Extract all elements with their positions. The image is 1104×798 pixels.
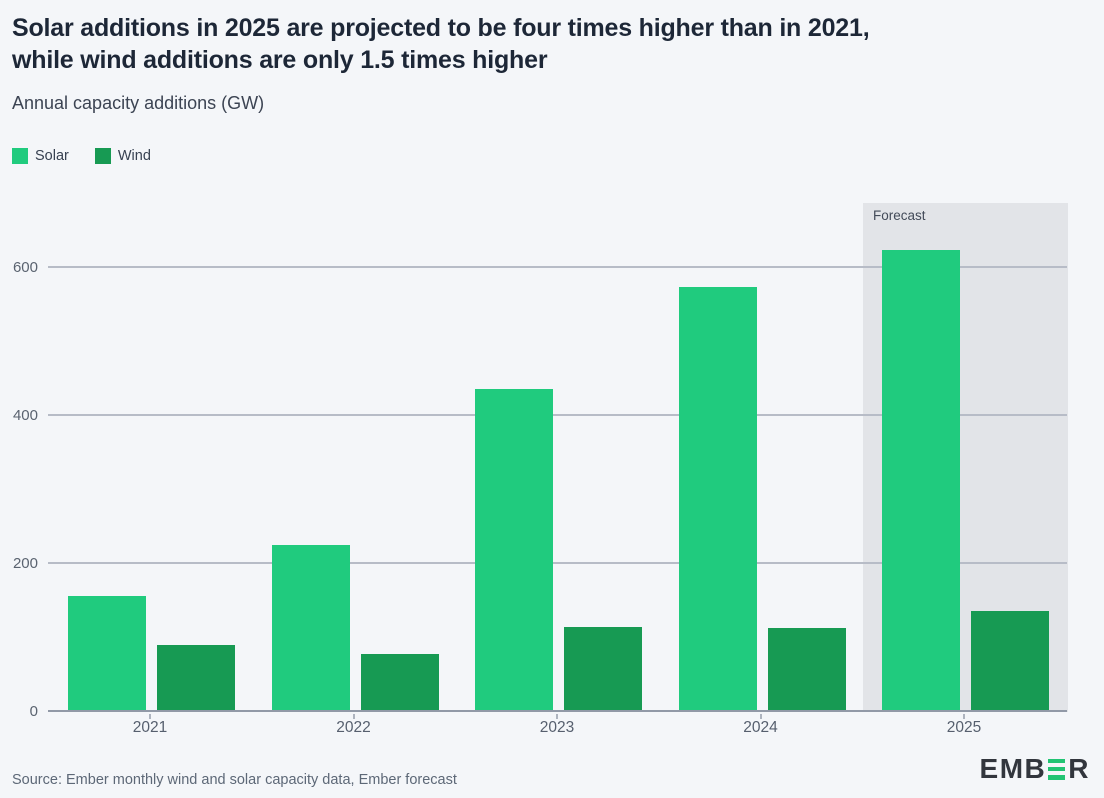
x-axis-tick-2023 [556,714,558,719]
source-note: Source: Ember monthly wind and solar cap… [12,772,457,788]
wind-swatch-icon [94,148,111,164]
ember-logo: EMB R [980,753,1090,785]
solar-bar-2025 [882,249,960,710]
x-axis-label-2022: 2022 [336,719,371,736]
x-axis-tick-2021 [149,714,151,719]
legend-item-wind: Wind [94,148,151,164]
x-axis-tick-2025 [963,714,965,719]
legend-item-solar: Solar [12,148,69,164]
chart-title: Solar additions in 2025 are projected to… [12,12,1092,76]
wind-bar-2021 [157,644,235,710]
x-axis-label-2025: 2025 [946,719,982,736]
chart-title-line-1: Solar additions in 2025 are projected to… [12,14,870,42]
legend-label-solar: Solar [35,148,69,164]
logo-text-r: R [1068,753,1090,784]
wind-bar-2025 [971,610,1049,710]
y-axis-label-200: 200 [12,555,38,572]
solar-bar-2023 [475,388,553,710]
y-axis-labels: 0 200 400 600 [0,195,38,720]
x-axis-tick-2022 [352,714,355,719]
solar-bar-2021 [68,595,146,710]
solar-bar-2022 [271,544,350,710]
x-axis-label-2021: 2021 [132,719,168,736]
chart-subtitle: Annual capacity additions (GW) [12,93,265,113]
gridline-400 [48,414,1067,416]
x-axis-label-2024: 2024 [743,719,778,736]
gridline-200 [48,562,1067,564]
legend-label-wind: Wind [117,148,151,164]
legend: Solar Wind [12,148,151,164]
solar-swatch-icon [12,148,28,164]
x-axis-line [48,710,1067,712]
wind-bar-2022 [360,654,439,710]
wind-bar-2023 [564,626,642,710]
logo-green-e-icon [1048,758,1066,780]
y-axis-label-600: 600 [12,259,38,276]
solar-bar-2024 [678,287,757,710]
forecast-label: Forecast [873,208,926,223]
chart-title-line-2: while wind additions are only 1.5 times … [12,46,548,74]
gridline-600 [48,266,1067,268]
plot-area: Forecast 2021 2022 2023 2024 2025 [48,195,1068,736]
wind-bar-2024 [767,628,846,710]
x-axis-tick-2024 [759,714,762,719]
y-axis-label-0: 0 [29,703,38,720]
logo-text-emb: EMB [979,753,1047,784]
y-axis-label-400: 400 [12,407,38,424]
x-axis-label-2023: 2023 [539,719,575,736]
